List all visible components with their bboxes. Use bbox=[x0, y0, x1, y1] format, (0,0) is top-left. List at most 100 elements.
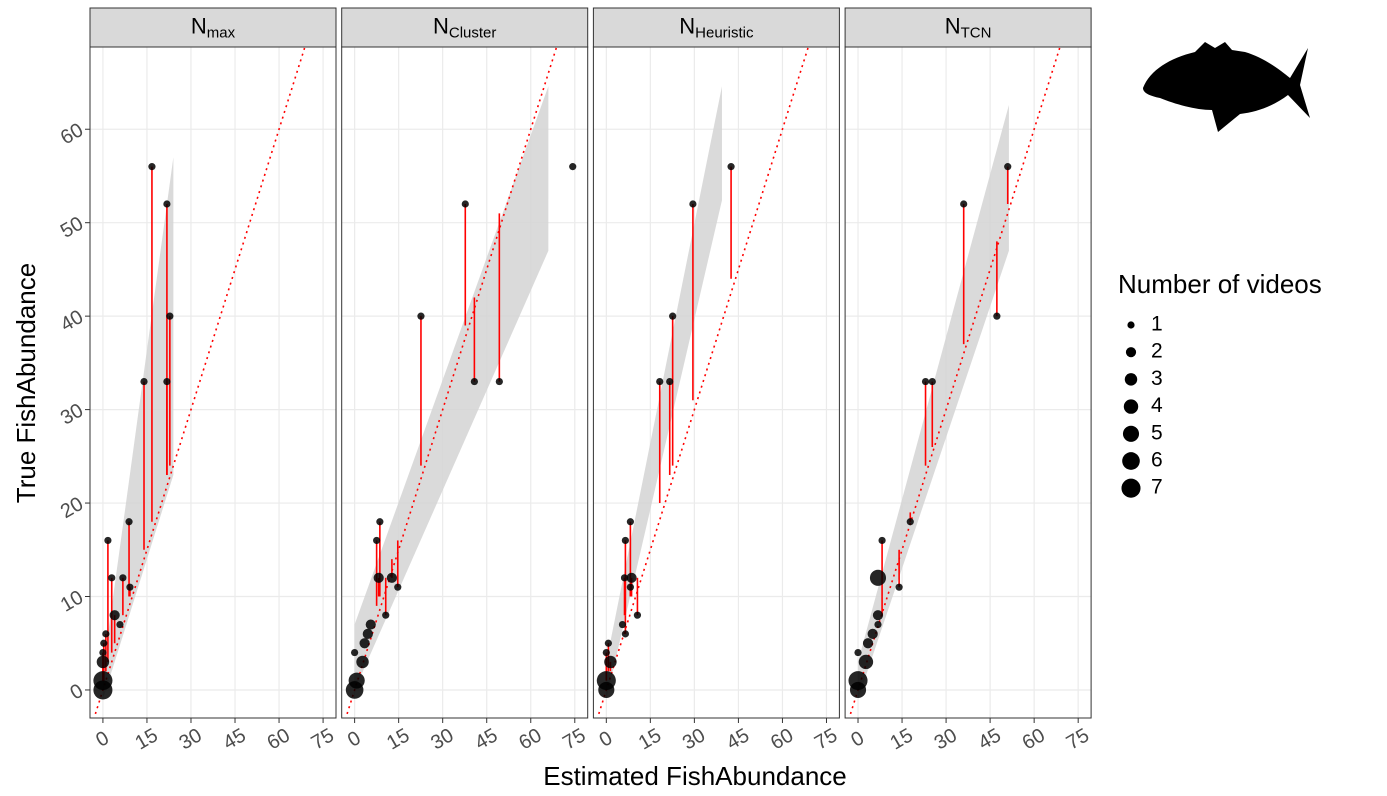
point bbox=[854, 648, 862, 657]
point bbox=[386, 572, 397, 583]
point bbox=[626, 583, 634, 591]
point bbox=[626, 518, 634, 526]
reference-line bbox=[344, 47, 558, 718]
legend-label: 4 bbox=[1151, 394, 1163, 417]
facet-label: NHeuristic bbox=[679, 13, 754, 41]
point bbox=[602, 648, 610, 657]
point bbox=[604, 639, 612, 647]
facet-label: NTCN bbox=[945, 13, 992, 41]
point bbox=[620, 574, 629, 582]
panel-content bbox=[341, 47, 588, 718]
point bbox=[96, 655, 110, 669]
facet-strip bbox=[341, 7, 589, 48]
y-tick-label: 50 bbox=[57, 213, 87, 243]
facet-label-sub: Cluster bbox=[449, 24, 497, 41]
point bbox=[869, 569, 887, 586]
legend-label: 7 bbox=[1151, 476, 1163, 499]
facet-label-main: N bbox=[679, 13, 695, 38]
panel-border bbox=[844, 46, 1092, 719]
facet: Nmax 0 15 30 45 60 75 0 10 20 30 40 50 60 bbox=[57, 7, 338, 754]
panel-content bbox=[593, 47, 840, 718]
legend-title: Number of videos bbox=[1118, 269, 1322, 299]
point bbox=[148, 163, 156, 171]
x-tick-label: 60 bbox=[767, 724, 797, 754]
facet-label: Nmax bbox=[191, 13, 236, 41]
y-tick-label: 30 bbox=[57, 399, 87, 429]
x-tick-label: 30 bbox=[427, 724, 457, 754]
point bbox=[109, 610, 120, 621]
facet: NTCN 0 15 30 45 60 75 bbox=[844, 7, 1093, 754]
legend-point bbox=[1122, 425, 1140, 442]
panel-border bbox=[341, 46, 589, 719]
x-tick-label: 45 bbox=[723, 724, 753, 754]
point bbox=[470, 377, 478, 386]
point bbox=[99, 648, 107, 657]
legend-label: 6 bbox=[1151, 449, 1163, 472]
point bbox=[417, 312, 425, 320]
facet: NHeuristic 0 15 30 45 60 75 bbox=[592, 7, 841, 754]
x-tick-label: 0 bbox=[344, 727, 365, 752]
point bbox=[356, 655, 369, 669]
y-tick-label: 20 bbox=[57, 493, 87, 523]
point bbox=[921, 377, 930, 386]
x-tick-label: 60 bbox=[1019, 724, 1049, 754]
point bbox=[108, 574, 116, 582]
point bbox=[878, 536, 886, 545]
point bbox=[928, 377, 936, 386]
point bbox=[872, 610, 884, 621]
facet: NCluster 0 15 30 45 60 75 bbox=[341, 7, 590, 754]
legend-label: 1 bbox=[1151, 313, 1163, 336]
point bbox=[849, 681, 867, 699]
legend-point bbox=[1121, 478, 1141, 498]
point bbox=[126, 583, 134, 591]
point bbox=[867, 628, 878, 639]
point bbox=[461, 200, 469, 208]
x-tick-label: 30 bbox=[679, 724, 709, 754]
point bbox=[604, 655, 617, 669]
panel-border bbox=[89, 46, 337, 719]
point bbox=[104, 536, 112, 545]
point bbox=[351, 648, 359, 657]
y-axis-title: True FishAbundance bbox=[11, 263, 41, 503]
facet-label-sub: TCN bbox=[961, 24, 992, 41]
point bbox=[100, 639, 108, 647]
point bbox=[362, 628, 373, 639]
facet-strip bbox=[844, 7, 1092, 48]
point bbox=[116, 620, 124, 629]
legend-label: 2 bbox=[1151, 340, 1163, 363]
reference-line bbox=[848, 47, 1061, 718]
x-tick-label: 0 bbox=[92, 727, 113, 752]
x-tick-label: 75 bbox=[1063, 724, 1093, 754]
y-tick-label: 40 bbox=[57, 306, 87, 336]
point bbox=[666, 377, 674, 386]
x-tick-label: 75 bbox=[308, 724, 338, 754]
point bbox=[102, 630, 110, 638]
x-tick-label: 15 bbox=[131, 724, 161, 754]
point bbox=[93, 680, 113, 700]
point bbox=[626, 572, 637, 583]
point bbox=[633, 611, 642, 619]
point bbox=[394, 583, 402, 591]
point bbox=[689, 200, 697, 208]
facet-label-sub: max bbox=[207, 24, 236, 41]
fish-icon bbox=[1143, 42, 1310, 132]
point bbox=[163, 200, 171, 208]
point bbox=[119, 574, 127, 582]
point bbox=[365, 619, 376, 630]
confidence-band bbox=[102, 157, 174, 700]
x-tick-label: 0 bbox=[596, 727, 617, 752]
reference-line bbox=[93, 47, 306, 718]
x-tick-label: 60 bbox=[515, 724, 545, 754]
point bbox=[621, 536, 629, 545]
facet-label: NCluster bbox=[433, 13, 496, 41]
x-tick-label: 15 bbox=[383, 724, 413, 754]
x-tick-label: 60 bbox=[264, 724, 294, 754]
point bbox=[125, 518, 133, 526]
point bbox=[569, 163, 577, 171]
panel-border bbox=[592, 46, 840, 719]
legend-point bbox=[1124, 373, 1138, 386]
x-tick-label: 30 bbox=[175, 724, 205, 754]
point bbox=[373, 536, 381, 545]
legend-point bbox=[1122, 452, 1140, 470]
